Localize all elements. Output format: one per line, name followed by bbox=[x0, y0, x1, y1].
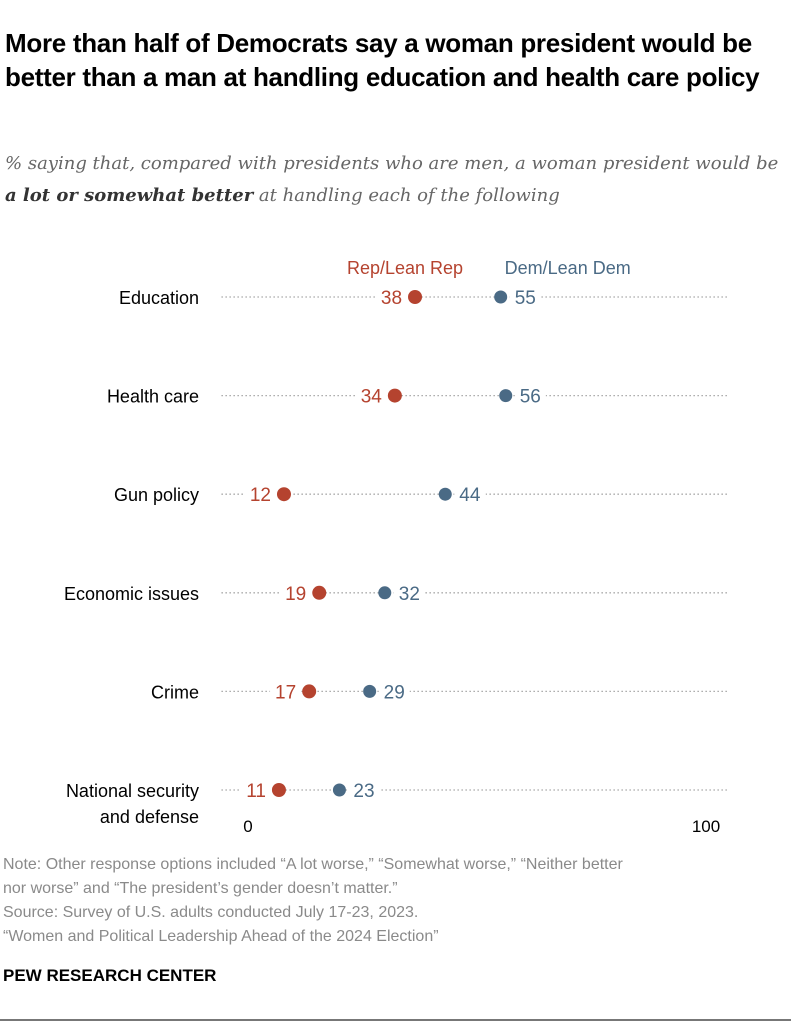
rep-dot bbox=[312, 585, 327, 600]
rep-dot bbox=[387, 388, 402, 403]
dem-value-label: 44 bbox=[459, 485, 481, 506]
dem-dot bbox=[363, 684, 377, 698]
rep-value-label: 34 bbox=[361, 387, 383, 408]
category-label: Crime bbox=[151, 682, 199, 702]
category-label: and defense bbox=[100, 807, 199, 827]
footnote: Note: Other response options included “A… bbox=[3, 853, 783, 949]
brand-logo-text: PEW RESEARCH CENTER bbox=[3, 966, 217, 985]
rep-dot bbox=[276, 487, 291, 502]
dem-dot bbox=[332, 783, 346, 797]
label-background bbox=[454, 484, 486, 505]
label-background bbox=[375, 287, 408, 307]
category-label: Education bbox=[119, 288, 199, 308]
x-tick-label-100: 100 bbox=[692, 817, 720, 836]
dem-dot bbox=[499, 389, 513, 403]
category-label: National security bbox=[66, 781, 199, 801]
rep-value-label: 11 bbox=[246, 781, 266, 802]
dem-value-label: 56 bbox=[520, 387, 541, 408]
rep-dot bbox=[271, 783, 286, 797]
bottom-divider bbox=[0, 1019, 791, 1021]
legend-rep: Rep/Lean Rep bbox=[347, 258, 463, 278]
dem-dot bbox=[378, 586, 392, 600]
label-background bbox=[509, 287, 541, 307]
subtitle-bold: a lot or somewhat better bbox=[5, 185, 254, 206]
chart-subtitle: % saying that, compared with presidents … bbox=[5, 148, 790, 212]
dem-dot bbox=[494, 290, 508, 304]
label-background bbox=[355, 385, 388, 406]
note-line-1: Note: Other response options included “A… bbox=[3, 856, 623, 873]
label-background bbox=[280, 582, 312, 603]
label-background bbox=[244, 484, 276, 505]
label-background bbox=[378, 681, 410, 702]
category-label: Economic issues bbox=[64, 584, 199, 604]
subtitle-text: % saying that, compared with presidents … bbox=[5, 153, 779, 174]
source-line: Source: Survey of U.S. adults conducted … bbox=[3, 904, 419, 921]
dem-value-label: 23 bbox=[353, 781, 374, 802]
rep-value-label: 12 bbox=[250, 485, 271, 506]
rep-value-label: 19 bbox=[285, 584, 306, 605]
label-background bbox=[514, 385, 546, 406]
subtitle-text-end: at handling each of the following bbox=[253, 185, 560, 206]
x-tick-label-0: 0 bbox=[243, 817, 252, 836]
dem-value-label: 29 bbox=[384, 682, 405, 703]
report-title: “Women and Political Leadership Ahead of… bbox=[3, 928, 439, 945]
dem-dot bbox=[438, 487, 452, 501]
note-line-2: nor worse” and “The president’s gender d… bbox=[3, 880, 398, 897]
category-label: Gun policy bbox=[114, 485, 199, 505]
label-background bbox=[241, 780, 271, 800]
rep-dot bbox=[408, 290, 423, 304]
rep-value-label: 38 bbox=[381, 288, 402, 309]
rep-value-label: 17 bbox=[275, 682, 296, 703]
chart-title: More than half of Democrats say a woman … bbox=[5, 28, 760, 92]
dot-plot: Education 38 55 Rep/Lean Rep Dem/Lean Dem Hea… bbox=[64, 258, 728, 836]
category-label: Health care bbox=[107, 387, 199, 407]
dem-value-label: 55 bbox=[515, 288, 536, 309]
label-background bbox=[393, 582, 425, 603]
label-background bbox=[348, 780, 380, 800]
legend-dem: Dem/Lean Dem bbox=[505, 258, 631, 278]
rep-dot bbox=[302, 684, 317, 699]
label-background bbox=[270, 681, 302, 702]
dem-value-label: 32 bbox=[399, 584, 420, 605]
